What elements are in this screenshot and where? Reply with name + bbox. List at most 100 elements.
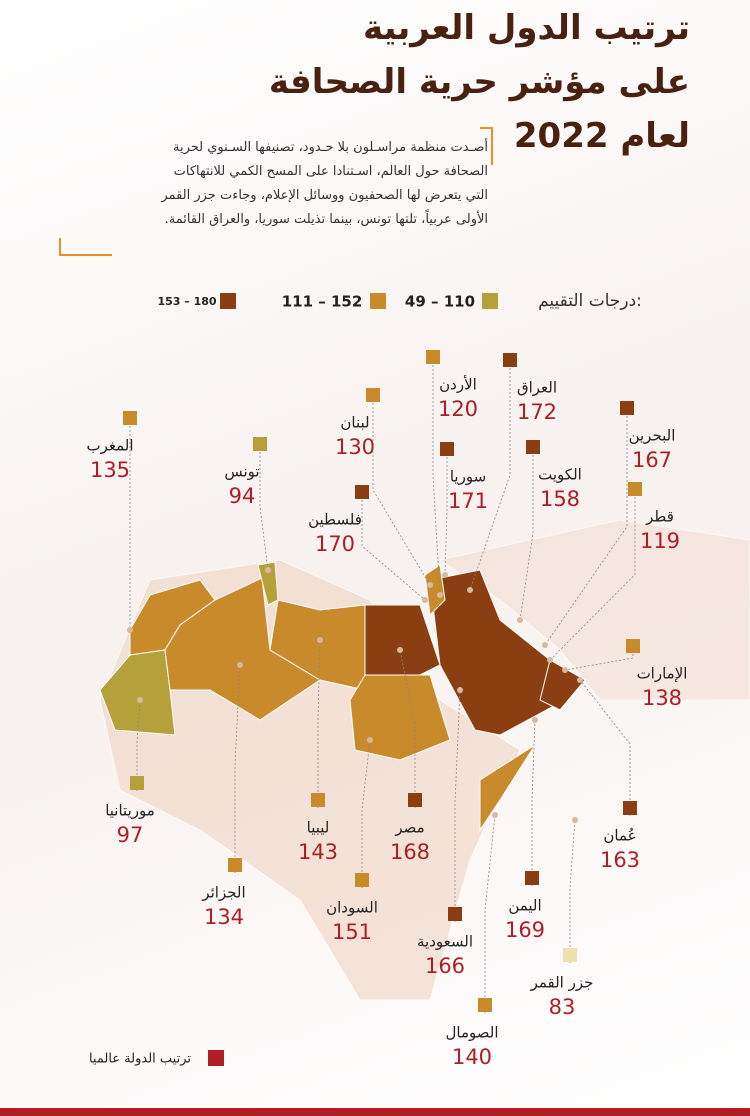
country-swatch (503, 353, 517, 367)
map-dot (427, 582, 433, 588)
country-name: فلسطين (308, 511, 362, 529)
land (438, 519, 750, 701)
country-swatch (366, 388, 380, 402)
map-dot (437, 592, 443, 598)
country-shape (349, 674, 451, 761)
map-dot (517, 617, 523, 623)
leader-line (549, 497, 636, 661)
country-swatch (628, 482, 642, 496)
country-swatch (426, 350, 440, 364)
description-line: الصحافة حول العالم، اسـتنادا على المسح ا… (173, 164, 488, 179)
country-swatch (478, 998, 492, 1012)
country-name: موريتانيا (105, 802, 155, 820)
country-rank: 143 (298, 840, 338, 864)
leader-line (444, 457, 448, 576)
country-name: الصومال (446, 1024, 499, 1042)
map-dot (317, 637, 323, 643)
country-swatch (626, 639, 640, 653)
country-swatch (408, 793, 422, 807)
country-swatch (311, 793, 325, 807)
map-dot (547, 657, 553, 663)
map-dot (457, 687, 463, 693)
country-rank: 151 (332, 920, 372, 944)
country-swatch (623, 801, 637, 815)
leader-line (361, 500, 426, 601)
leader-line (484, 814, 496, 1013)
country-rank: 83 (549, 995, 576, 1019)
country-name: المغرب (86, 437, 133, 455)
leader-line (531, 719, 536, 886)
country-swatch (620, 401, 634, 415)
country-name: الكويت (538, 466, 582, 484)
country-rank: 171 (448, 489, 488, 513)
legend-range: 49 – 110 (405, 293, 475, 311)
country-rank: 130 (335, 435, 375, 459)
leader-line (519, 455, 534, 621)
country-name: العراق (517, 379, 557, 397)
country-swatch (448, 907, 462, 921)
title-line: ترتيب الدول العربية (363, 8, 690, 48)
map-dot (532, 717, 538, 723)
footer-bar (0, 1108, 750, 1116)
leader-line (399, 649, 416, 808)
leader-line (564, 654, 634, 671)
map-dot (367, 737, 373, 743)
country-swatch (440, 442, 454, 456)
country-name: لبنان (340, 414, 369, 432)
map-dot (542, 642, 548, 648)
country-name: سوريا (450, 468, 486, 486)
leader-line (469, 368, 511, 591)
country-rank: 169 (505, 918, 545, 942)
country-rank: 120 (438, 397, 478, 421)
legend-swatch (370, 293, 386, 309)
country-shape (424, 564, 446, 617)
country-swatch (130, 776, 144, 790)
country-rank: 166 (425, 954, 465, 978)
legend-swatch (220, 293, 236, 309)
map-dot (422, 597, 428, 603)
map-dot (562, 667, 568, 673)
legend-swatch (482, 293, 498, 309)
country-rank: 119 (640, 529, 680, 553)
country-name: الإمارات (637, 665, 688, 683)
description-line: الأولى عربياً، تلتها تونس، بينما تذيلت س… (164, 212, 488, 227)
bracket (59, 238, 112, 256)
country-name: ليبيا (307, 819, 330, 837)
country-swatch (253, 437, 267, 451)
leader-line (544, 416, 628, 646)
country-name: جزر القمر (530, 974, 594, 992)
description-line: أصـدت منظمة مراسـلون بلا حـدود، تصنيفها … (173, 140, 488, 155)
country-rank: 167 (632, 448, 672, 472)
country-rank: 168 (390, 840, 430, 864)
map-dot (237, 662, 243, 668)
country-rank: 138 (642, 686, 682, 710)
footer-label: ترتيب الدولة عالميا (89, 1052, 191, 1067)
country-rank: 170 (315, 532, 355, 556)
country-name: الجزائر (201, 884, 245, 902)
country-name: السعودية (417, 933, 473, 951)
country-shape (479, 744, 536, 832)
country-swatch (563, 948, 577, 962)
description-line: التي يتعرض لها الصحفيون ووسائل الإعلام، … (161, 188, 488, 203)
country-name: اليمن (508, 897, 541, 915)
country-name: قطر (645, 508, 674, 526)
country-swatch (228, 858, 242, 872)
country-swatch (525, 871, 539, 885)
country-swatch (355, 485, 369, 499)
country-shape (364, 604, 441, 676)
legend-range: 153 – 180 (157, 295, 216, 308)
map-shapes (99, 519, 750, 1001)
country-shape (539, 659, 586, 711)
country-rank: 97 (117, 823, 144, 847)
leader-line (317, 639, 321, 808)
leader-line (454, 689, 461, 922)
country-rank: 140 (452, 1045, 492, 1069)
leader-line (579, 679, 631, 816)
country-name: تونس (224, 463, 259, 481)
country-name: عُمان (603, 827, 636, 845)
leader-line (361, 739, 371, 888)
footer-swatch (208, 1050, 224, 1066)
country-name: مصر (394, 819, 424, 837)
title-line: على مؤشر حرية الصحافة (268, 62, 690, 102)
